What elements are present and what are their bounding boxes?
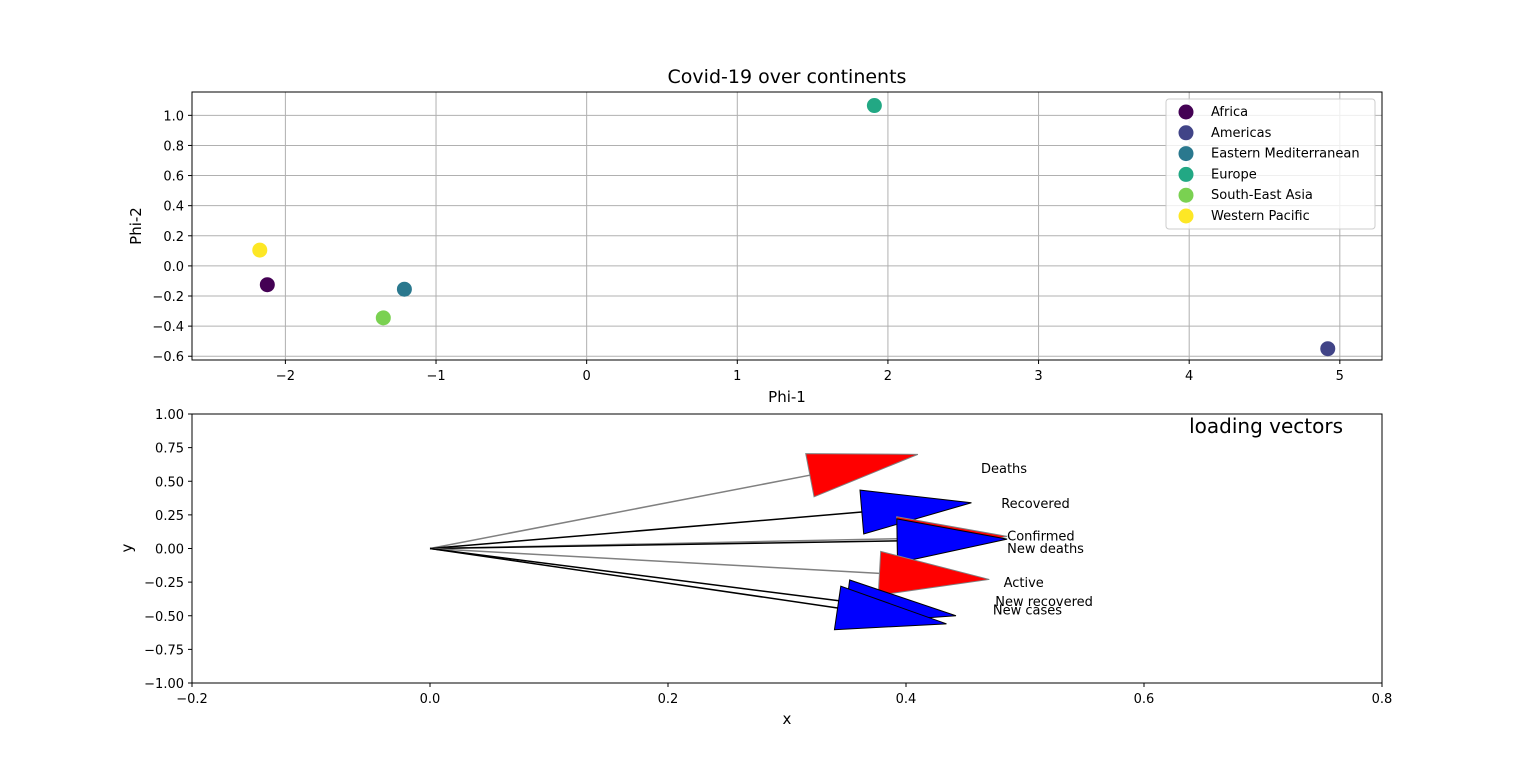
vector-y-tick-label: −1.00 xyxy=(144,677,184,692)
scatter-y-tick-label: 1.0 xyxy=(163,109,184,124)
scatter-x-tick-label: 0 xyxy=(583,369,591,384)
scatter-y-label: Phi-2 xyxy=(127,207,145,245)
vector-x-tick-label: 0.6 xyxy=(1134,692,1155,707)
legend-label: South-East Asia xyxy=(1211,188,1313,203)
scatter-y-ticks: 1.0 0.8 0.6 0.4 0.2 0.0 −0.2 −0.4 −0.6 xyxy=(152,109,192,365)
loading-vector: New deaths xyxy=(429,518,1084,564)
vector-y-tick-label: 1.00 xyxy=(155,408,184,423)
scatter-axes-frame xyxy=(191,91,1383,361)
scatter-y-tick-label: 0.8 xyxy=(163,139,184,154)
vector-arrowhead xyxy=(859,489,972,535)
vector-x-tick-label: 0.4 xyxy=(896,692,917,707)
vector-label: New deaths xyxy=(1007,542,1084,557)
vector-y-tick-label: −0.75 xyxy=(144,643,184,658)
vector-label: Active xyxy=(1004,576,1044,591)
vector-x-tick-label: 0.0 xyxy=(420,692,441,707)
loading-vector: Deaths xyxy=(429,453,1027,550)
scatter-point xyxy=(252,242,268,258)
vector-arrowhead xyxy=(833,585,947,631)
legend-label: Africa xyxy=(1211,105,1248,120)
vector-shaft xyxy=(429,511,862,550)
vector-y-tick-label: 0.50 xyxy=(155,475,184,490)
vector-y-tick-label: 0.25 xyxy=(155,509,184,524)
scatter-x-ticks: −2 −1 0 1 2 3 4 5 xyxy=(276,360,1344,384)
vector-arrowhead xyxy=(896,518,1008,564)
legend-marker xyxy=(1178,208,1194,224)
vector-title: loading vectors xyxy=(1189,414,1343,438)
scatter-x-label: Phi-1 xyxy=(768,388,806,406)
legend-label: Americas xyxy=(1211,126,1272,141)
vector-x-tick-label: 0.2 xyxy=(658,692,679,707)
vector-arrowhead xyxy=(877,550,990,596)
vector-shaft xyxy=(429,547,838,609)
scatter-x-tick-label: 5 xyxy=(1336,369,1344,384)
scatter-y-tick-label: 0.2 xyxy=(163,230,184,245)
vector-label: Confirmed xyxy=(1007,530,1075,545)
vector-x-tick-label: −0.2 xyxy=(176,692,208,707)
scatter-y-tick-label: 0.0 xyxy=(163,260,184,275)
vector-label: New cases xyxy=(993,604,1062,619)
vector-y-tick-label: 0.75 xyxy=(155,442,184,457)
legend-marker xyxy=(1178,104,1194,120)
scatter-point xyxy=(866,98,882,114)
scatter-x-tick-label: 1 xyxy=(733,369,741,384)
scatter-x-tick-label: 3 xyxy=(1034,369,1042,384)
scatter-point xyxy=(1320,341,1336,357)
vector-y-tick-label: 0.00 xyxy=(155,543,184,558)
vector-x-tick-label: 0.8 xyxy=(1372,692,1393,707)
legend-marker xyxy=(1178,166,1194,182)
vector-x-ticks: −0.2 0.0 0.2 0.4 0.6 0.8 xyxy=(176,683,1392,707)
scatter-point xyxy=(259,277,275,293)
scatter-y-tick-label: −0.2 xyxy=(152,290,184,305)
legend-label: Europe xyxy=(1211,167,1257,182)
legend-label: Western Pacific xyxy=(1211,209,1310,224)
legend-marker xyxy=(1178,146,1194,162)
vector-label: Deaths xyxy=(981,462,1027,477)
scatter-title: Covid-19 over continents xyxy=(668,66,907,88)
scatter-legend: Africa Americas Eastern Mediterranean Europ… xyxy=(1165,98,1376,230)
legend-label: Eastern Mediterranean xyxy=(1211,147,1360,162)
vector-x-label: x xyxy=(783,710,792,728)
scatter-points xyxy=(252,98,1336,357)
vector-shaft xyxy=(429,547,847,603)
vector-label: New recovered xyxy=(995,595,1093,610)
vector-axes-frame xyxy=(191,413,1383,684)
scatter-y-tick-label: −0.4 xyxy=(152,320,184,335)
scatter-point xyxy=(396,281,412,297)
vector-y-tick-label: −0.25 xyxy=(144,576,184,591)
vector-y-tick-label: −0.50 xyxy=(144,610,184,625)
scatter-point xyxy=(375,310,391,326)
loading-vector: New cases xyxy=(429,547,1062,631)
vector-y-ticks: 1.00 0.75 0.50 0.25 0.00 −0.25 −0.50 −0.75 −1.00 xyxy=(144,408,192,692)
scatter-y-tick-label: 0.4 xyxy=(163,200,184,215)
vector-label: Recovered xyxy=(1001,497,1070,512)
scatter-x-tick-label: −1 xyxy=(426,369,445,384)
vector-shaft xyxy=(429,547,880,575)
loading-vector: Active xyxy=(429,547,1044,596)
loading-vector: Recovered xyxy=(429,489,1070,550)
scatter-x-tick-label: 4 xyxy=(1185,369,1193,384)
scatter-y-tick-label: −0.6 xyxy=(152,350,184,365)
scatter-x-tick-label: 2 xyxy=(884,369,892,384)
legend-marker xyxy=(1178,187,1194,203)
legend-frame xyxy=(1165,98,1376,230)
scatter-y-tick-label: 0.6 xyxy=(163,170,184,185)
legend-marker xyxy=(1178,125,1194,141)
scatter-panel: Covid-19 over continents −2 −1 0 1 2 3 4 5 1.0 0… xyxy=(127,66,1383,406)
vector-y-label: y xyxy=(118,543,136,552)
vector-panel: −0.2 0.0 0.2 0.4 0.6 0.8 1.00 0.75 0.50 0.25 0.00… xyxy=(118,408,1392,728)
vector-shaft xyxy=(429,540,898,550)
vector-shaft xyxy=(429,474,811,550)
vector-arrowhead xyxy=(805,453,919,498)
scatter-x-tick-label: −2 xyxy=(276,369,295,384)
